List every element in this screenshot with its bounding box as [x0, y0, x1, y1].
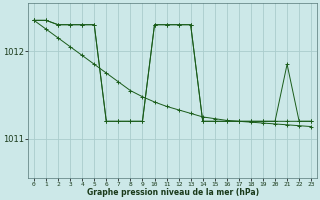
X-axis label: Graphe pression niveau de la mer (hPa): Graphe pression niveau de la mer (hPa): [86, 188, 259, 197]
